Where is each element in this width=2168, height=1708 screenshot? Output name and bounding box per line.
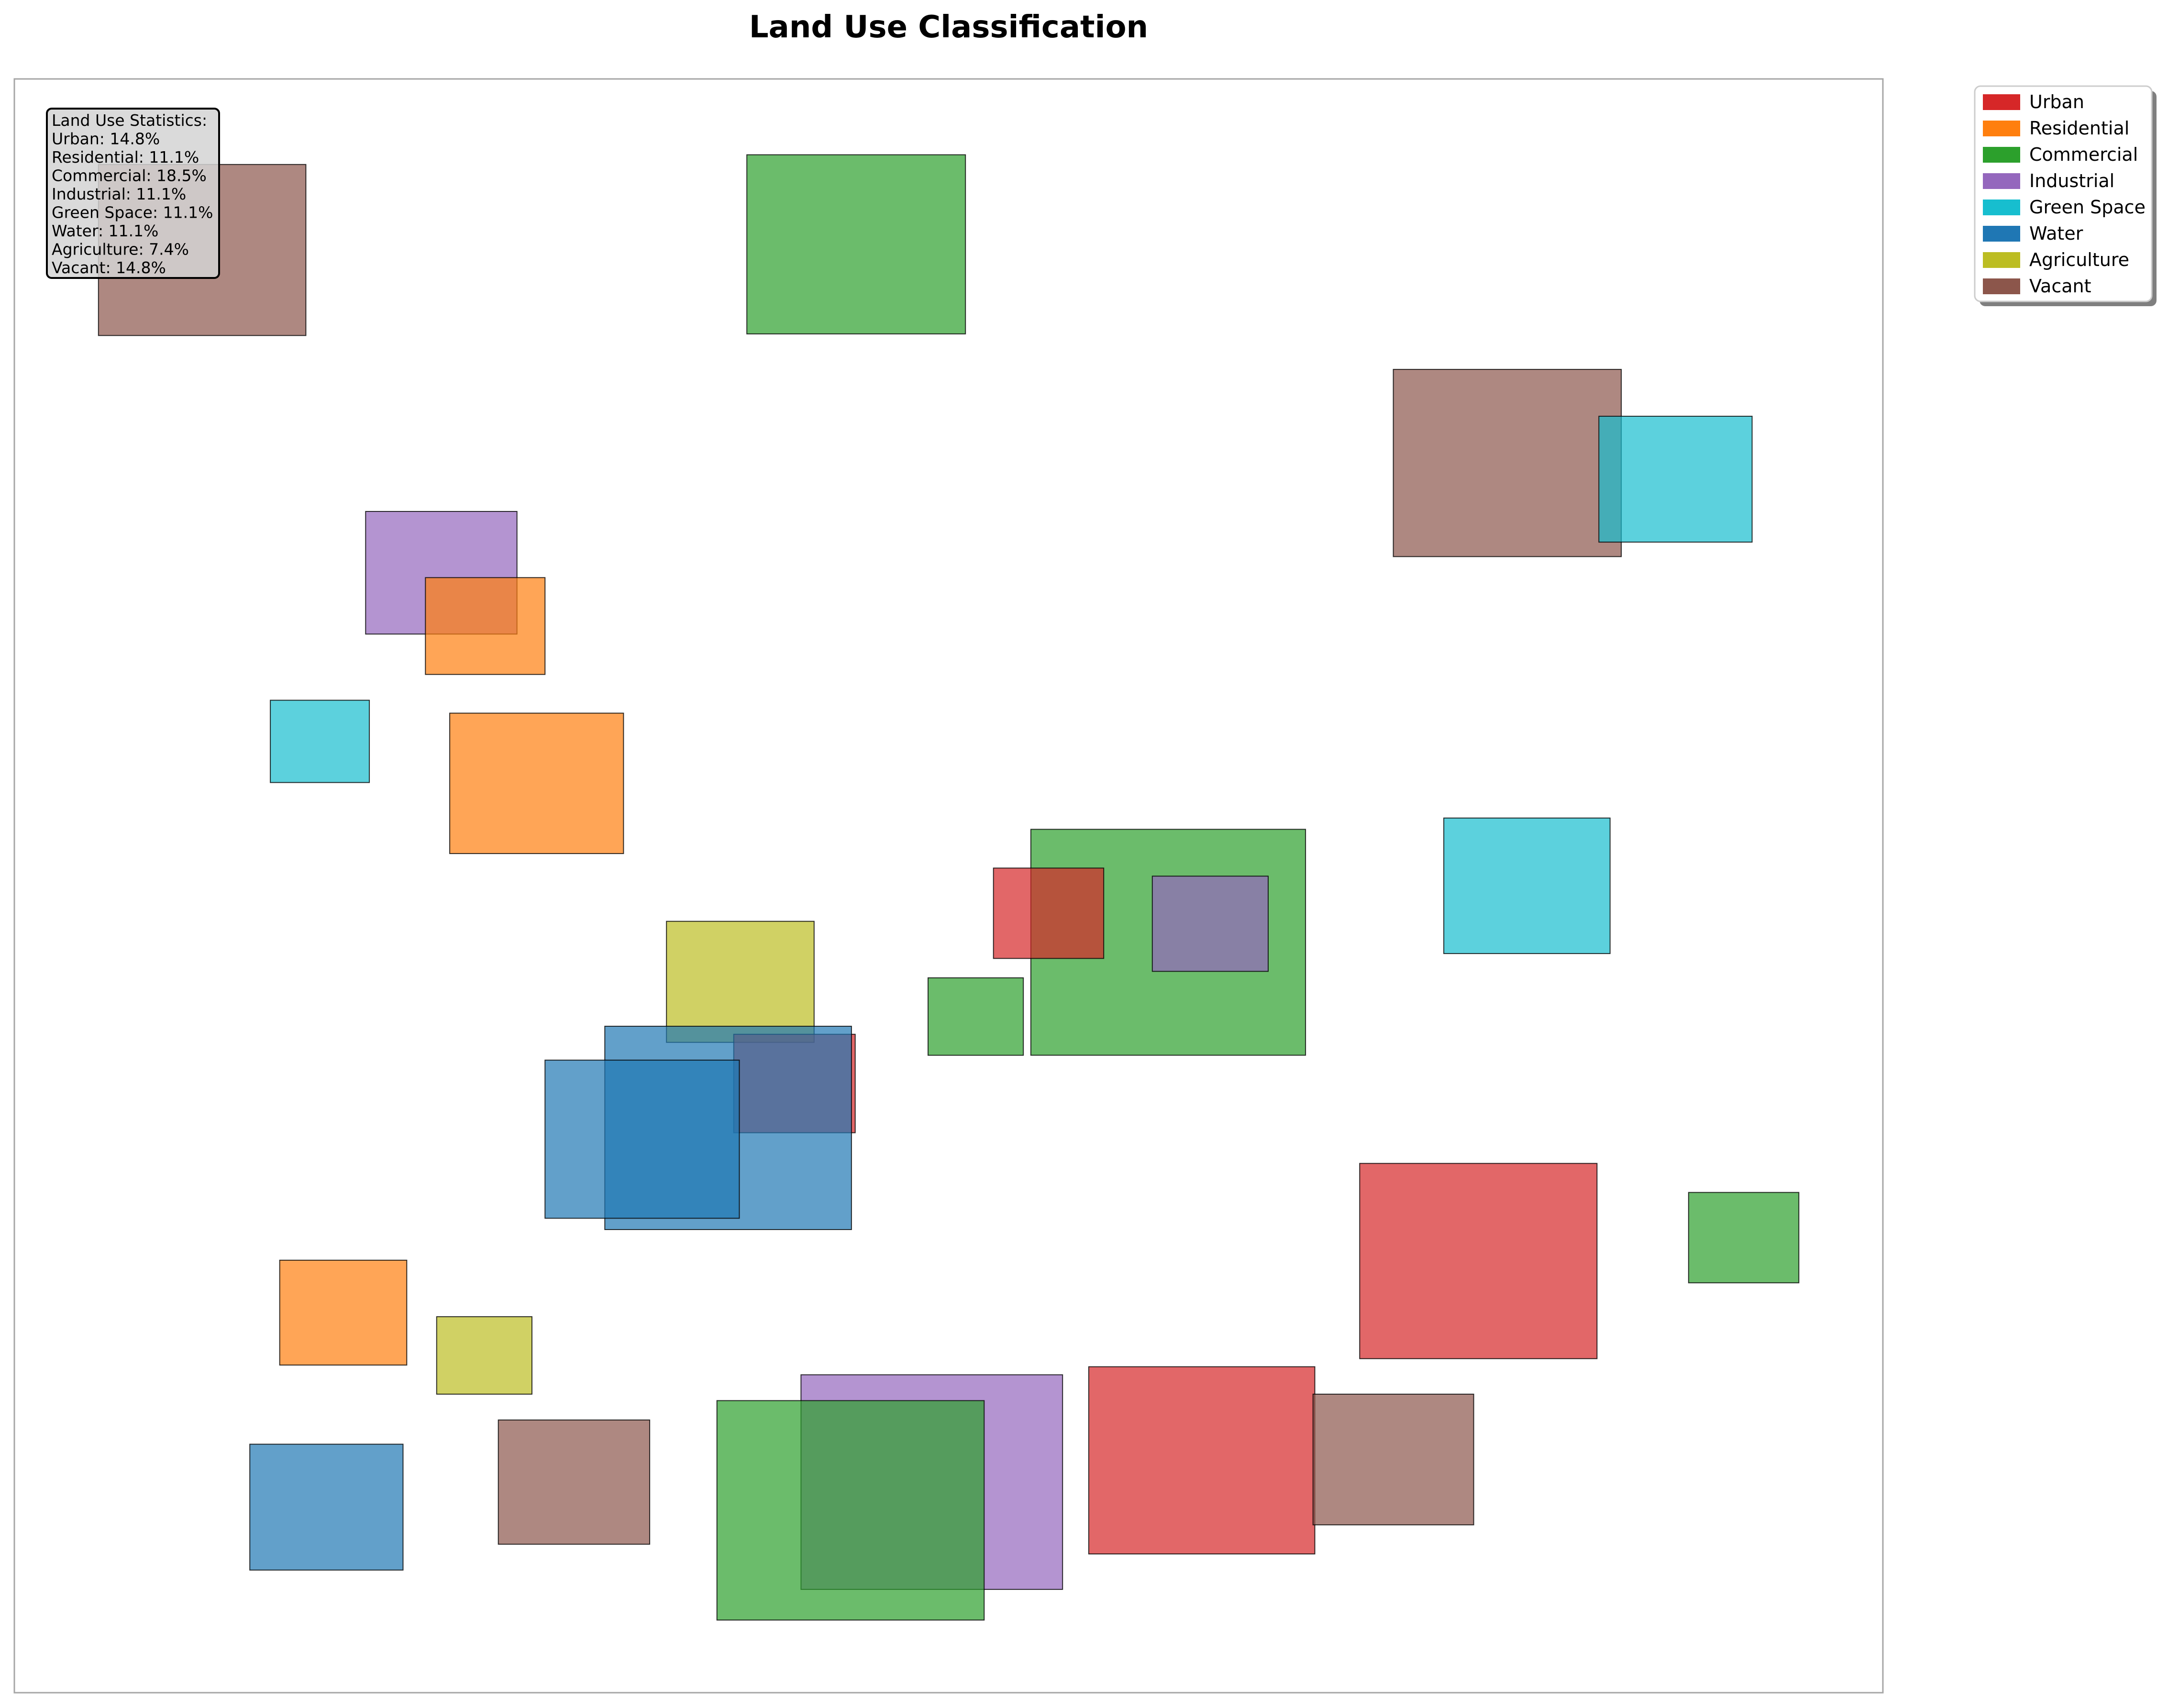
legend-swatch-urban	[1983, 94, 2020, 110]
legend-label-vacant: Vacant	[2029, 276, 2091, 297]
patch-commercial-19	[1688, 1192, 1800, 1284]
patch-agriculture-21	[436, 1316, 532, 1395]
patch-urban-24	[1088, 1366, 1316, 1554]
stats-box: Land Use Statistics: Urban: 14.8%Residen…	[46, 108, 220, 279]
legend-swatch-commercial	[1983, 147, 2020, 163]
legend-items: Urban Residential Commercial Industrial Gree…	[1983, 91, 2146, 297]
patch-urban-18	[1359, 1163, 1598, 1359]
patch-green-space-10	[1443, 817, 1611, 954]
stats-line: Agriculture: 7.4%	[52, 240, 189, 259]
legend-swatch-vacant	[1983, 278, 2020, 294]
patch-green-space-4	[1598, 416, 1753, 543]
patch-green-space-7	[270, 699, 370, 783]
legend[interactable]: Urban Residential Commercial Industrial Gree…	[1974, 85, 2157, 306]
legend-label-industrial: Industrial	[2029, 170, 2114, 191]
legend-swatch-industrial	[1983, 173, 2020, 189]
patch-water-17	[544, 1059, 740, 1219]
stats-heading: Land Use Statistics:	[52, 111, 207, 130]
legend-label-agriculture: Agriculture	[2029, 249, 2129, 270]
legend-swatch-water	[1983, 226, 2020, 242]
patch-vacant-25	[1312, 1394, 1474, 1526]
stats-lines: Urban: 14.8%Residential: 11.1%Commercial…	[52, 130, 213, 277]
legend-frame	[1974, 85, 2153, 302]
stats-line: Commercial: 18.5%	[52, 166, 207, 185]
patch-vacant-3	[1393, 369, 1622, 557]
legend-label-water: Water	[2029, 223, 2083, 244]
patch-vacant-27	[498, 1420, 651, 1545]
patch-industrial-12	[1151, 876, 1269, 972]
stats-line: Industrial: 11.1%	[52, 185, 186, 203]
legend-swatch-residential	[1983, 121, 2020, 136]
patch-commercial-14	[928, 977, 1024, 1056]
legend-label-urban: Urban	[2029, 91, 2084, 112]
stats-line: Residential: 11.1%	[52, 148, 199, 166]
legend-label-commercial: Commercial	[2029, 144, 2138, 165]
stats-line: Urban: 14.8%	[52, 130, 160, 148]
patch-agriculture-13	[666, 921, 815, 1043]
patch-commercial-23	[716, 1400, 985, 1621]
legend-swatch-agriculture	[1983, 252, 2020, 268]
chart-title: Land Use Classification	[749, 10, 1148, 45]
legend-label-green-space: Green Space	[2029, 197, 2146, 218]
patch-residential-8	[449, 712, 624, 854]
stats-line: Green Space: 11.1%	[52, 203, 213, 222]
stats-box-background	[46, 108, 220, 279]
patch-residential-20	[279, 1260, 408, 1366]
patch-layer	[98, 154, 1800, 1621]
stats-line: Water: 11.1%	[52, 222, 158, 240]
legend-label-residential: Residential	[2029, 118, 2129, 139]
stats-line: Vacant: 14.8%	[52, 258, 166, 277]
patch-residential-6	[425, 577, 546, 675]
patch-urban-11	[993, 867, 1105, 959]
legend-swatch-green-space	[1983, 200, 2020, 215]
patch-water-26	[249, 1443, 404, 1571]
patch-commercial-2	[746, 154, 966, 334]
